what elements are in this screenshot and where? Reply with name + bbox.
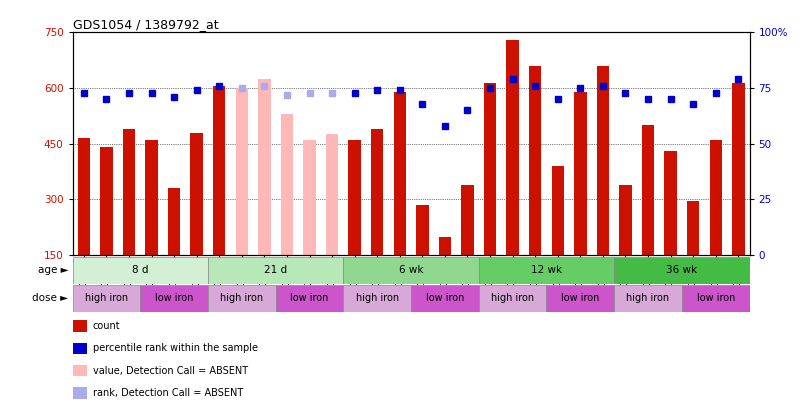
Bar: [461, 185, 474, 255]
Bar: [614, 257, 750, 284]
Bar: [506, 40, 519, 255]
Bar: [393, 92, 406, 255]
Text: percentile rank within the sample: percentile rank within the sample: [93, 343, 258, 353]
Bar: [371, 129, 384, 255]
Bar: [546, 285, 614, 312]
Text: dose ►: dose ►: [32, 294, 69, 303]
Bar: [235, 88, 248, 255]
Bar: [326, 134, 339, 255]
Bar: [123, 129, 135, 255]
Bar: [348, 140, 361, 255]
Bar: [682, 285, 750, 312]
Bar: [687, 201, 700, 255]
Bar: [77, 138, 90, 255]
Text: 36 wk: 36 wk: [667, 265, 697, 275]
Text: low iron: low iron: [426, 294, 464, 303]
Bar: [73, 257, 208, 284]
Bar: [614, 285, 682, 312]
Bar: [73, 285, 140, 312]
Bar: [276, 285, 343, 312]
Bar: [145, 140, 158, 255]
Text: low iron: low iron: [155, 294, 193, 303]
Text: value, Detection Call = ABSENT: value, Detection Call = ABSENT: [93, 366, 247, 375]
Bar: [208, 257, 343, 284]
Bar: [140, 285, 208, 312]
Bar: [479, 257, 614, 284]
Bar: [642, 125, 654, 255]
Bar: [732, 83, 745, 255]
Bar: [596, 66, 609, 255]
Bar: [574, 92, 587, 255]
Text: 6 wk: 6 wk: [399, 265, 423, 275]
Bar: [100, 147, 113, 255]
Bar: [213, 86, 226, 255]
Text: count: count: [93, 321, 120, 331]
Text: 8 d: 8 d: [132, 265, 148, 275]
Text: low iron: low iron: [696, 294, 735, 303]
Bar: [551, 166, 564, 255]
Bar: [529, 66, 542, 255]
Text: rank, Detection Call = ABSENT: rank, Detection Call = ABSENT: [93, 388, 243, 398]
Text: high iron: high iron: [85, 294, 128, 303]
Text: high iron: high iron: [220, 294, 264, 303]
Text: GDS1054 / 1389792_at: GDS1054 / 1389792_at: [73, 18, 218, 31]
Text: low iron: low iron: [290, 294, 329, 303]
Bar: [258, 79, 271, 255]
Bar: [343, 285, 411, 312]
Bar: [343, 257, 479, 284]
Bar: [208, 285, 276, 312]
Bar: [190, 132, 203, 255]
Bar: [709, 140, 722, 255]
Text: 21 d: 21 d: [264, 265, 287, 275]
Bar: [411, 285, 479, 312]
Text: low iron: low iron: [561, 294, 600, 303]
Bar: [168, 188, 181, 255]
Text: age ►: age ►: [38, 265, 69, 275]
Bar: [479, 285, 546, 312]
Bar: [303, 140, 316, 255]
Text: high iron: high iron: [355, 294, 399, 303]
Bar: [619, 185, 632, 255]
Text: high iron: high iron: [491, 294, 534, 303]
Bar: [438, 237, 451, 255]
Bar: [416, 205, 429, 255]
Text: high iron: high iron: [626, 294, 670, 303]
Bar: [664, 151, 677, 255]
Text: 12 wk: 12 wk: [531, 265, 562, 275]
Bar: [484, 83, 496, 255]
Bar: [280, 114, 293, 255]
